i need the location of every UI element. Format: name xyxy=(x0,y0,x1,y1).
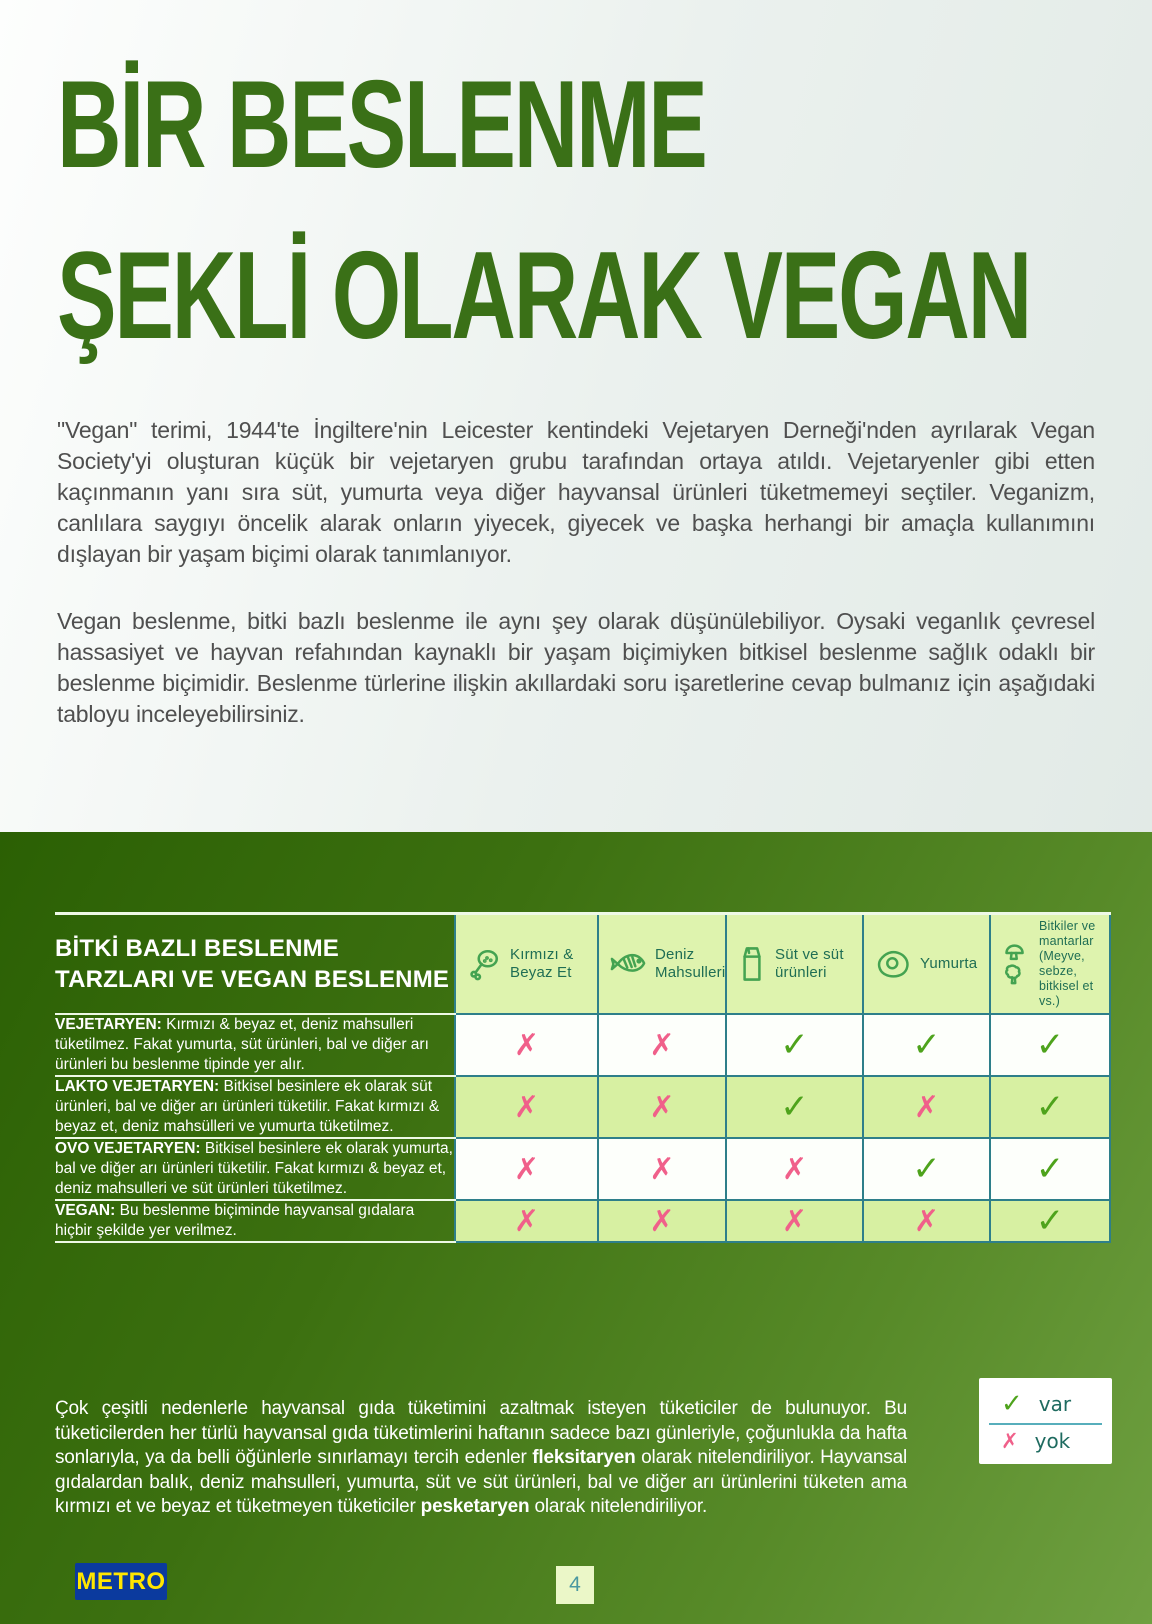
row-label: VEJETARYEN: Kırmızı & beyaz et, deniz ma… xyxy=(55,1013,455,1077)
column-header-3: Süt ve süt ürünleri xyxy=(725,912,864,1015)
diet-comparison-table: BİTKİ BAZLI BESLENME TARZLARI VE VEGAN B… xyxy=(55,912,1111,1243)
column-header-label: Yumurta xyxy=(920,955,978,972)
cross-mark-cell: ✗ xyxy=(725,1137,864,1201)
page-title: BİR BESLENME ŞEKLİ OLARAK VEGAN xyxy=(57,40,1032,382)
page-number-value: 4 xyxy=(569,1573,581,1596)
milk-carton-icon xyxy=(743,947,761,981)
check-icon: ✓ xyxy=(1035,1025,1065,1065)
check-icon: ✓ xyxy=(1035,1201,1065,1241)
legend-row-var: ✓ var xyxy=(979,1385,1112,1423)
cross-icon: ✗ xyxy=(781,1151,808,1187)
cross-icon: ✗ xyxy=(781,1203,808,1239)
cross-icon: ✗ xyxy=(649,1151,675,1187)
footer-bold-term: fleksitaryen xyxy=(532,1447,636,1468)
column-header-label: Deniz Mahsulleri xyxy=(655,946,726,981)
meat-icon xyxy=(470,949,499,981)
footer-text: Çok çeşitli nedenlerle hayvansal gıda tü… xyxy=(55,1398,907,1468)
cross-icon: ✗ xyxy=(649,1089,675,1125)
check-mark-cell: ✓ xyxy=(862,1013,991,1077)
legend-label-var: var xyxy=(1038,1392,1072,1416)
row-label: OVO VEJETARYEN: Bitkisel besinlere ek ol… xyxy=(55,1137,455,1201)
footer-text: olarak nitelendiriliyor. xyxy=(529,1496,708,1517)
check-icon: ✓ xyxy=(1035,1149,1065,1189)
cross-icon: ✗ xyxy=(513,1089,540,1125)
check-mark-cell: ✓ xyxy=(725,1075,864,1139)
footer-text: olarak nitelendiriliyor. Hayvansal gıdal… xyxy=(55,1447,907,1517)
cross-icon: ✗ xyxy=(649,1203,675,1239)
check-mark-cell: ✓ xyxy=(989,1013,1111,1077)
cross-icon: ✗ xyxy=(513,1151,540,1187)
cross-mark-cell: ✗ xyxy=(597,1075,727,1139)
legend-divider xyxy=(989,1423,1102,1425)
legend-row-yok: ✗ yok xyxy=(979,1425,1112,1457)
legend-label-yok: yok xyxy=(1034,1429,1071,1453)
cross-icon: ✗ xyxy=(913,1203,940,1239)
table-row: VEJETARYEN: Kırmızı & beyaz et, deniz ma… xyxy=(55,1013,1111,1077)
metro-logo-text: METRO xyxy=(76,1567,166,1595)
column-header-4: Yumurta xyxy=(862,912,991,1015)
cross-icon: ✗ xyxy=(649,1027,675,1063)
egg-icon xyxy=(877,950,909,978)
cross-mark-cell: ✗ xyxy=(862,1075,991,1139)
fish-icon xyxy=(610,953,646,972)
cross-icon: ✗ xyxy=(913,1089,940,1125)
check-mark-cell: ✓ xyxy=(989,1199,1111,1243)
table-header-row: BİTKİ BAZLI BESLENME TARZLARI VE VEGAN B… xyxy=(55,912,1111,1015)
check-icon: ✓ xyxy=(912,1025,941,1065)
column-header-label: Süt ve süt ürünleri xyxy=(775,946,844,981)
check-icon: ✓ xyxy=(1001,1389,1023,1419)
row-label: LAKTO VEJETARYEN: Bitkisel besinlere ek … xyxy=(55,1075,455,1139)
column-header-1: Kırmızı & Beyaz Et xyxy=(454,912,599,1015)
footer-bold-term: pesketaryen xyxy=(420,1496,530,1517)
row-label: VEGAN: Bu beslenme biçiminde hayvansal g… xyxy=(55,1199,455,1243)
cross-mark-cell: ✗ xyxy=(725,1199,864,1243)
table-row: OVO VEJETARYEN: Bitkisel besinlere ek ol… xyxy=(55,1137,1111,1201)
check-mark-cell: ✓ xyxy=(862,1137,991,1201)
cross-icon: ✗ xyxy=(513,1027,540,1063)
page-number: 4 xyxy=(556,1566,594,1604)
check-mark-cell: ✓ xyxy=(989,1075,1111,1139)
column-header-5: Bitkiler ve mantarlar (Meyve, sebze, bit… xyxy=(989,912,1111,1015)
cross-mark-cell: ✗ xyxy=(454,1199,599,1243)
check-icon: ✓ xyxy=(780,1087,809,1127)
cross-mark-cell: ✗ xyxy=(862,1199,991,1243)
plants-mushrooms-icon xyxy=(1005,944,1024,985)
cross-icon: ✗ xyxy=(513,1203,540,1239)
cross-mark-cell: ✗ xyxy=(454,1075,599,1139)
cross-mark-cell: ✗ xyxy=(454,1137,599,1201)
intro-paragraph-2: Vegan beslenme, bitki bazlı beslenme ile… xyxy=(57,608,1095,727)
check-mark-cell: ✓ xyxy=(725,1013,864,1077)
check-icon: ✓ xyxy=(1035,1087,1065,1127)
column-header-2: Deniz Mahsulleri xyxy=(597,912,727,1015)
cross-mark-cell: ✗ xyxy=(597,1199,727,1243)
cross-icon: ✗ xyxy=(1001,1429,1019,1453)
cross-mark-cell: ✗ xyxy=(597,1013,727,1077)
check-icon: ✓ xyxy=(780,1025,809,1065)
footer-paragraph: Çok çeşitli nedenlerle hayvansal gıda tü… xyxy=(55,1397,907,1520)
table-row: VEGAN: Bu beslenme biçiminde hayvansal g… xyxy=(55,1199,1111,1243)
page-title-line2: ŞEKLİ OLARAK VEGAN xyxy=(57,227,1032,366)
check-icon: ✓ xyxy=(912,1149,941,1189)
column-header-label: Bitkiler ve mantarlar (Meyve, sebze, bit… xyxy=(1039,919,1096,1008)
cross-mark-cell: ✗ xyxy=(597,1137,727,1201)
intro-paragraph-1: "Vegan" terimi, 1944'te İngiltere'nin Le… xyxy=(57,417,1095,567)
table-row: LAKTO VEJETARYEN: Bitkisel besinlere ek … xyxy=(55,1075,1111,1139)
table-left-title: BİTKİ BAZLI BESLENME TARZLARI VE VEGAN B… xyxy=(55,912,455,1015)
cross-mark-cell: ✗ xyxy=(454,1013,599,1077)
metro-logo: METRO xyxy=(75,1563,167,1600)
page-title-line1: BİR BESLENME xyxy=(57,56,708,194)
check-mark-cell: ✓ xyxy=(989,1137,1111,1201)
column-header-label: Kırmızı & Beyaz Et xyxy=(510,946,574,981)
legend-box: ✓ var ✗ yok xyxy=(979,1378,1112,1464)
